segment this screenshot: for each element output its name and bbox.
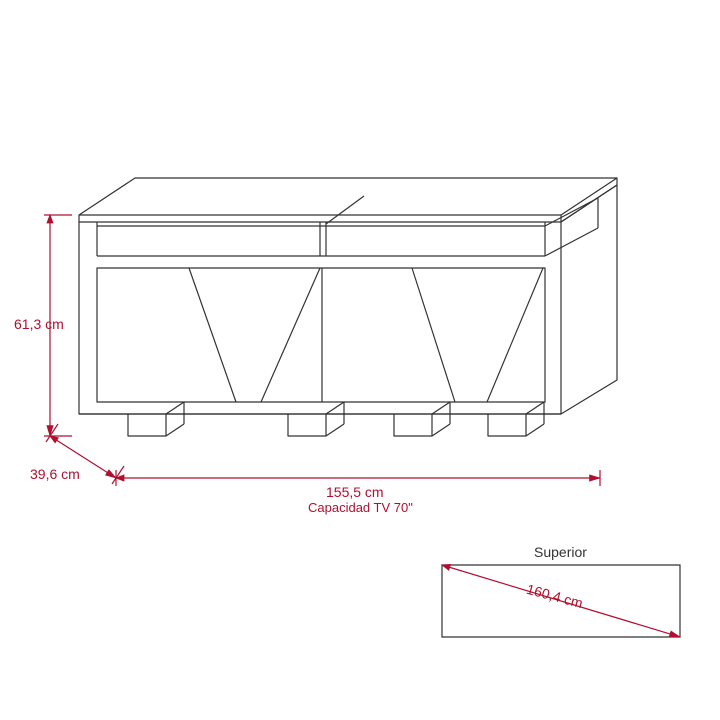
technical-drawing bbox=[0, 0, 720, 720]
superior-label: Superior bbox=[534, 544, 587, 560]
width-label: 155,5 cm bbox=[326, 484, 384, 500]
width-caption: Capacidad TV 70" bbox=[308, 500, 413, 515]
cabinet-isometric bbox=[79, 178, 617, 436]
height-label: 61,3 cm bbox=[14, 316, 64, 332]
depth-label: 39,6 cm bbox=[30, 466, 80, 482]
